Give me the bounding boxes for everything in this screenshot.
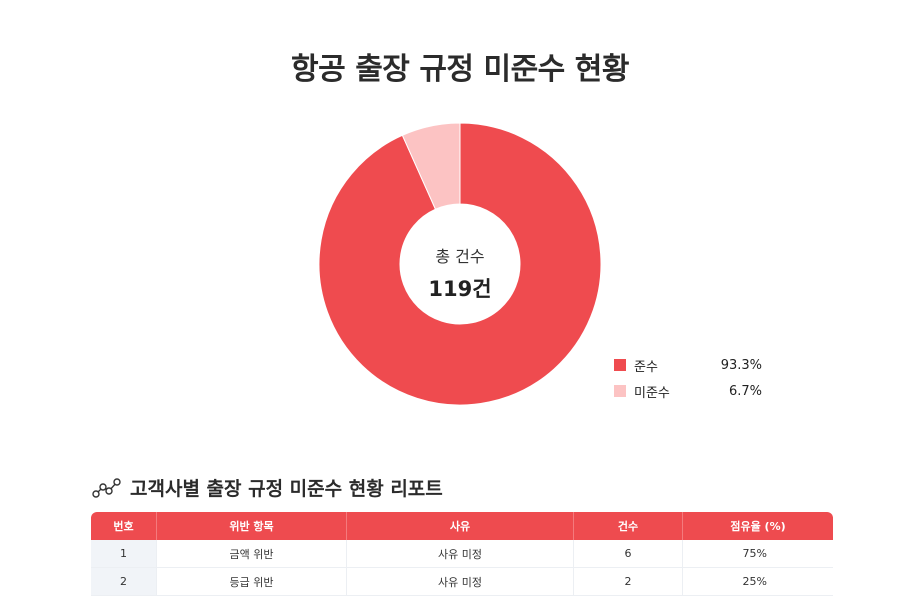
- chart-legend: 준수 93.3% 미준수 6.7%: [614, 352, 764, 404]
- total-value: 119건: [428, 277, 492, 301]
- legend-swatch-compliant: [614, 359, 626, 371]
- legend-label: 미준수: [634, 385, 670, 401]
- report-title: 고객사별 출장 규정 미준수 현황 리포트: [130, 478, 443, 500]
- column-header-share: 점유율 (%): [683, 512, 833, 540]
- legend-percent: 6.7%: [728, 383, 762, 399]
- cell-number: 2: [91, 568, 157, 596]
- column-header-violation: 위반 항목: [157, 512, 347, 540]
- legend-swatch-noncompliant: [614, 385, 626, 397]
- pie-slice-compliant: [318, 122, 602, 406]
- cell-count: 2: [574, 568, 683, 596]
- cell-reason: 사유 미정: [347, 568, 574, 596]
- report-section-title: 고객사별 출장 규정 미준수 현황 리포트: [92, 474, 443, 501]
- line-chart-icon: [92, 477, 121, 498]
- column-header-number: 번호: [91, 512, 157, 540]
- table-header-row: 번호 위반 항목 사유 건수 점유율 (%): [91, 512, 833, 540]
- pie-slice-noncompliant: [401, 122, 461, 210]
- column-header-reason: 사유: [347, 512, 574, 540]
- donut-center-label: 총 건수 119건: [400, 243, 520, 303]
- table-row: 1 금액 위반 사유 미정 6 75%: [91, 540, 833, 568]
- cell-share: 75%: [683, 540, 833, 568]
- legend-percent: 93.3%: [720, 357, 762, 373]
- donut-chart: [318, 122, 602, 406]
- cell-share: 25%: [683, 568, 833, 596]
- legend-item-compliant: 준수 93.3%: [614, 352, 764, 378]
- cell-number: 1: [91, 540, 157, 568]
- page-title: 항공 출장 규정 미준수 현황: [291, 52, 629, 87]
- table-row: 2 등급 위반 사유 미정 2 25%: [91, 568, 833, 596]
- cell-reason: 사유 미정: [347, 540, 574, 568]
- cell-violation: 금액 위반: [157, 540, 347, 568]
- cell-count: 6: [574, 540, 683, 568]
- cell-violation: 등급 위반: [157, 568, 347, 596]
- legend-label: 준수: [634, 359, 658, 375]
- report-table: 번호 위반 항목 사유 건수 점유율 (%) 1 금액 위반 사유 미정 6 7…: [91, 512, 833, 596]
- total-label: 총 건수: [435, 247, 485, 266]
- legend-item-noncompliant: 미준수 6.7%: [614, 378, 764, 404]
- column-header-count: 건수: [574, 512, 683, 540]
